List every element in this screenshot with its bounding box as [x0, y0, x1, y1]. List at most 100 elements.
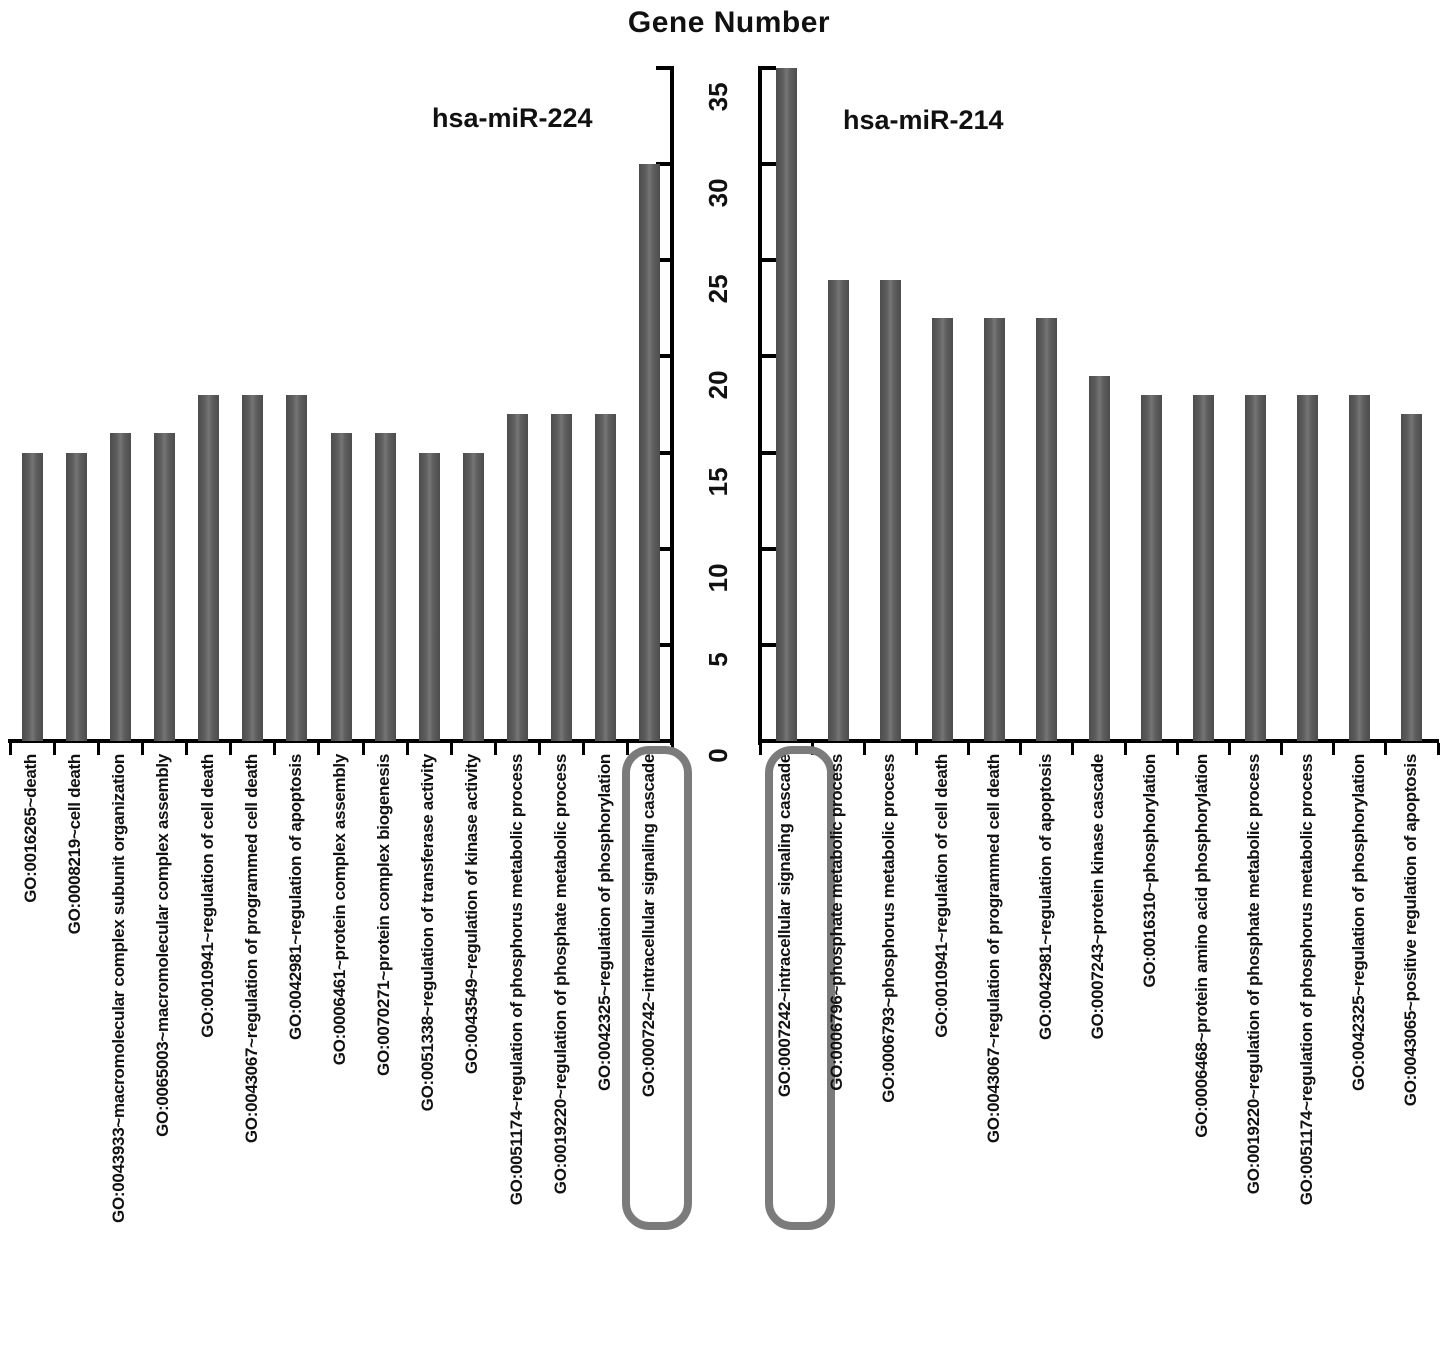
category-tick [229, 743, 233, 755]
y-tick-right [760, 162, 776, 167]
category-tick [361, 743, 365, 755]
y-tick-left [656, 642, 672, 647]
bar-hsa-miR-224-2 [109, 433, 131, 741]
bar-hsa-miR-224-3 [153, 433, 175, 741]
x-axis-label: GO:0006468~protein amino acid phosphoryl… [1192, 754, 1212, 1138]
bar-hsa-miR-224-1 [65, 452, 87, 741]
y-tick-right [760, 258, 776, 263]
bar-hsa-miR-224-7 [330, 433, 352, 741]
bar-hsa-miR-214-4 [984, 317, 1006, 741]
y-tick-right [760, 450, 776, 455]
bar-hsa-miR-214-6 [1088, 375, 1110, 741]
category-tick [273, 743, 277, 755]
bar-hsa-miR-224-0 [21, 452, 43, 741]
x-axis-label: GO:0006461~protein complex assembly [330, 754, 349, 1066]
x-axis-label: GO:0006796~phosphate metabolic process [827, 754, 847, 1091]
y-axis-left [670, 66, 674, 745]
x-axis-label: GO:0043933~macromolecular complex subuni… [109, 754, 129, 1223]
bar-hsa-miR-214-0 [775, 68, 797, 741]
category-tick [758, 743, 762, 755]
x-axis-label: GO:0042981~regulation of apoptosis [1035, 754, 1055, 1040]
bar-hsa-miR-224-8 [374, 433, 396, 741]
x-axis-label: GO:0006793~phosphorus metabolic process [879, 754, 899, 1103]
x-axis-label: GO:0051338~regulation of transferase act… [418, 754, 438, 1112]
highlight-circle-hsa-miR-224 [621, 746, 692, 1230]
x-axis-label: GO:0051174~regulation of phosphorus meta… [1296, 754, 1316, 1206]
panel-title-hsa-miR-224: hsa-miR-224 [432, 103, 593, 133]
bar-hsa-miR-224-14 [639, 164, 661, 741]
category-tick [185, 743, 189, 755]
bar-hsa-miR-214-11 [1349, 394, 1371, 741]
category-tick [967, 743, 971, 755]
y-tick-left [656, 66, 672, 70]
category-tick [1384, 743, 1388, 755]
bar-hsa-miR-224-10 [462, 452, 484, 741]
x-axis-label: GO:0019220~regulation of phosphate metab… [1244, 754, 1264, 1195]
bar-hsa-miR-214-10 [1297, 394, 1319, 741]
x-axis-label: GO:0043549~regulation of kinase activity [462, 754, 482, 1075]
category-tick [8, 743, 12, 755]
category-tick [1332, 743, 1336, 755]
category-tick [449, 743, 453, 755]
y-tick-label: 35 [703, 82, 733, 112]
bar-hsa-miR-214-7 [1140, 394, 1162, 741]
category-tick [1019, 743, 1023, 755]
category-tick [405, 743, 409, 755]
y-tick-label: 30 [703, 178, 733, 208]
bar-hsa-miR-214-1 [827, 279, 849, 741]
category-tick [914, 743, 918, 755]
category-tick [1123, 743, 1127, 755]
x-axis-label: GO:0042325~regulation of phosphorylation [594, 754, 614, 1092]
x-axis-label: GO:0043067~regulation of programmed cell… [983, 754, 1003, 1144]
y-tick-label: 25 [703, 274, 733, 304]
category-tick [1280, 743, 1284, 755]
category-tick [140, 743, 144, 755]
chart-title: Gene Number [627, 6, 831, 39]
y-tick-right [760, 66, 776, 70]
category-tick [626, 743, 630, 755]
x-axis-label: GO:0016310~phosphorylation [1140, 754, 1160, 988]
category-tick [96, 743, 100, 755]
x-axis-label: GO:0043065~positive regulation of apopto… [1400, 754, 1420, 1107]
bar-hsa-miR-224-6 [286, 394, 308, 741]
x-axis-label: GO:0042325~regulation of phosphorylation [1348, 754, 1368, 1092]
bar-hsa-miR-224-5 [242, 394, 264, 741]
bar-hsa-miR-214-8 [1192, 394, 1214, 741]
category-tick [1175, 743, 1179, 755]
y-tick-right [760, 546, 776, 551]
bar-hsa-miR-224-9 [418, 452, 440, 741]
y-tick-left [656, 450, 672, 455]
x-axis-label: GO:0016265~death [21, 754, 41, 903]
bar-hsa-miR-214-9 [1244, 394, 1266, 741]
panel-title-hsa-miR-214: hsa-miR-214 [843, 105, 1004, 135]
category-tick [52, 743, 56, 755]
bar-hsa-miR-214-2 [879, 279, 901, 741]
x-axis-label: GO:0010941~regulation of cell death [197, 754, 217, 1038]
highlight-circle-hsa-miR-214 [765, 746, 836, 1230]
y-tick-label: 0 [703, 748, 733, 763]
x-axis-label: GO:0043067~regulation of programmed cell… [241, 754, 261, 1144]
y-axis-right [758, 66, 762, 745]
x-axis-right [758, 739, 1439, 743]
category-tick [1071, 743, 1075, 755]
category-tick [582, 743, 586, 755]
category-tick [1227, 743, 1231, 755]
bar-hsa-miR-214-5 [1036, 317, 1058, 741]
y-tick-left [656, 354, 672, 359]
x-axis-label: GO:0065003~macromolecular complex assemb… [153, 754, 173, 1137]
category-tick [317, 743, 321, 755]
x-axis-left [8, 739, 674, 743]
x-axis-label: GO:0019220~regulation of phosphate metab… [550, 754, 570, 1195]
category-tick [1436, 743, 1440, 755]
category-tick [493, 743, 497, 755]
bar-hsa-miR-214-3 [932, 317, 954, 741]
y-tick-label: 10 [703, 563, 733, 593]
x-axis-label: GO:0008219~cell death [65, 754, 85, 935]
y-tick-right [760, 354, 776, 359]
y-tick-label: 20 [703, 370, 733, 400]
y-tick-label: 5 [703, 652, 733, 667]
y-tick-left [656, 162, 672, 167]
category-tick [538, 743, 542, 755]
bar-hsa-miR-224-13 [595, 414, 617, 741]
